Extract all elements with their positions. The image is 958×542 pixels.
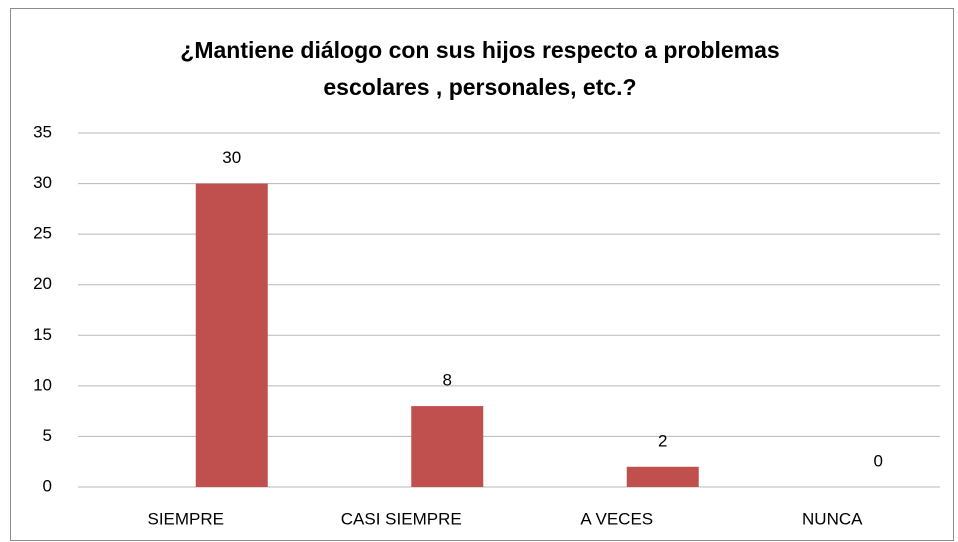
x-tick-label: SIEMPRE (147, 509, 224, 528)
data-label: 8 (443, 371, 452, 390)
chart-title: ¿Mantiene diálogo con sus hijos respecto… (180, 37, 779, 63)
bar (195, 183, 268, 488)
y-tick-label: 10 (33, 375, 52, 394)
data-label: 30 (222, 148, 241, 167)
chart-title: escolares , personales, etc.? (323, 74, 636, 100)
data-label: 2 (658, 431, 667, 450)
y-tick-label: 35 (33, 122, 52, 141)
y-tick-label: 0 (43, 476, 52, 495)
data-label: 0 (874, 451, 883, 470)
y-tick-label: 15 (33, 325, 52, 344)
y-tick-label: 30 (33, 173, 52, 192)
x-tick-label: A VECES (580, 509, 653, 528)
bar (411, 406, 484, 487)
y-tick-label: 5 (43, 426, 52, 445)
bar (626, 466, 699, 487)
x-tick-label: NUNCA (802, 509, 863, 528)
x-tick-label: CASI SIEMPRE (341, 509, 462, 528)
y-tick-label: 20 (33, 274, 52, 293)
y-tick-label: 25 (33, 224, 52, 243)
